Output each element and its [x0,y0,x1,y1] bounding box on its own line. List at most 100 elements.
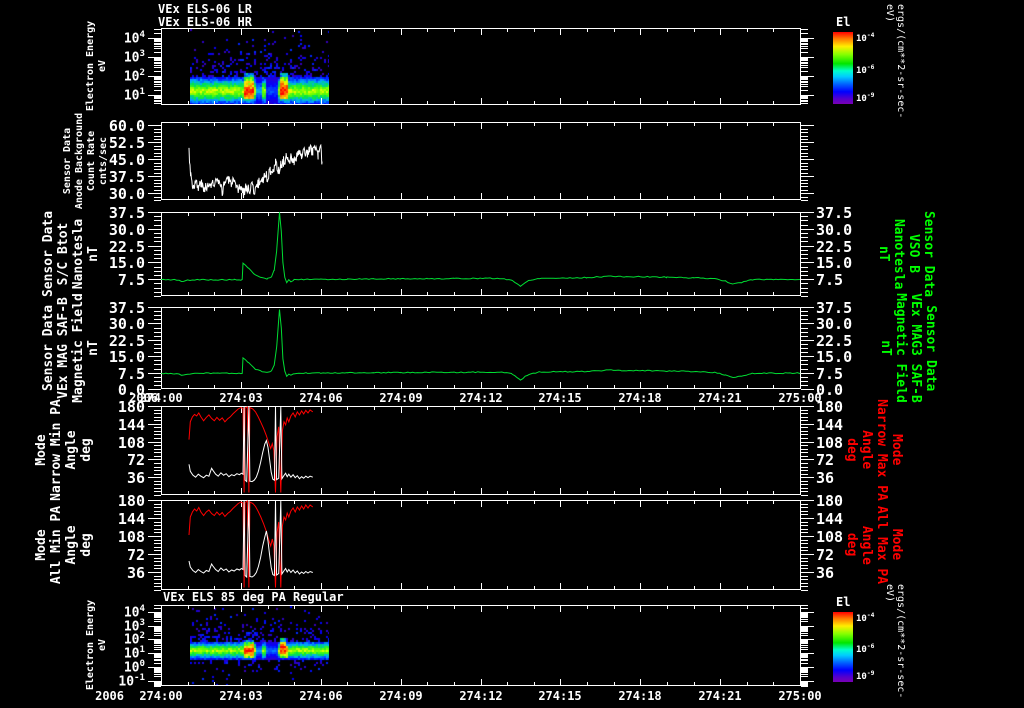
els06-ytick-minor [801,100,808,101]
els06-ytick-minor [801,84,808,85]
counts-ytick-minor [154,200,161,201]
mag-right-ytick-label: 7.5 [816,365,844,383]
all-ytick-minor [154,547,161,548]
panel-els06-title-hr: VEx ELS-06 HR [158,15,252,29]
counts-ytick-minor [154,129,161,130]
btot-ytick-minor [154,220,161,221]
els85-time-tick [507,682,508,685]
mag-ytick-minor [154,385,161,386]
counts-ytick-major [148,176,161,177]
narrow-time-tick [800,488,801,494]
els85-ytick-minor [154,669,161,670]
els85-ytick-minor [801,621,808,622]
mag-ytick-label: 22.5 [108,332,145,350]
els06-ytick-minor [154,43,161,44]
els85-ytick-minor [801,645,808,646]
all-time-tick [241,583,242,589]
btot-time-tick [374,213,375,216]
all-ytick-minor [154,561,161,562]
els06-time-tick [321,29,322,35]
els85-time-tick [694,606,695,609]
mag-time-tick [268,385,269,388]
mag-ytick-minor [801,344,808,345]
all-ytick-minor [801,586,808,587]
counts-time-tick [640,123,641,129]
els06-ytick-minor [154,33,161,34]
narrow-ytick-major [148,477,161,478]
els85-ytick-minor [801,631,808,632]
els85-time-tick [800,606,801,612]
counts-time-tick [268,123,269,126]
all-right-ytick-label: 36 [816,564,835,582]
mag-ytick-minor [801,377,808,378]
els85-ytick-minor [154,670,161,671]
btot-ytick-major [801,212,814,213]
colorbar-bottom-units-label: ergs/(cm**2-sr-sec-eV) [884,584,906,699]
els06-ytick-minor [801,63,808,64]
els85-ytick-major [801,612,814,613]
els85-ytick-major [801,681,814,682]
els85-time-tick [161,606,162,612]
mag-right-ytick-label: 30.0 [816,315,853,333]
els06-time-tick [188,29,189,32]
narrow-time-tick [694,491,695,494]
els06-ytick-minor [801,79,808,80]
mag-time-tick [507,308,508,311]
narrow-time-tick [401,407,402,413]
narrow-time-tick [640,488,641,494]
all-time-tick [560,501,561,507]
mag-ytick-minor [154,369,161,370]
mag-time-tick [720,382,721,388]
time-tick-label: 274:18 [618,391,662,405]
colorbar-top-units-label: ergs/(cm**2-sr-sec-eV) [884,4,906,119]
narrow-time-tick [667,491,668,494]
counts-ytick-minor [801,200,808,201]
els85-ytick-major [148,653,161,654]
all-time-tick [454,586,455,589]
els85-time-tick [161,679,162,685]
counts-ytick-label: 30.0 [108,185,145,203]
narrow-time-tick [454,407,455,410]
els06-ytick-minor [154,77,161,78]
btot-ytick-minor [801,225,808,226]
time-tick-label: 274:03 [219,689,263,703]
narrow-ytick-minor [154,481,161,482]
narrow-ytick-minor [801,427,808,428]
els06-ytick-minor [154,39,161,40]
mag-time-tick [534,308,535,311]
mag-ytick-minor [801,311,808,312]
all-ytick-minor [801,504,808,505]
all-time-tick [268,586,269,589]
all-time-tick [614,586,615,589]
all-time-tick [161,583,162,589]
narrow-time-tick [560,488,561,494]
mag-time-tick [667,385,668,388]
btot-ytick-minor [801,296,808,297]
all-time-tick [614,501,615,504]
narrow-time-tick [560,407,561,413]
mag-time-tick [587,385,588,388]
colorbar-tick-label: 10-4 [856,612,875,624]
els06-time-tick [374,29,375,32]
els06-ytick-minor [154,84,161,85]
narrow-ytick-minor [801,449,808,450]
els85-ytick-minor [801,670,808,671]
mag-time-tick [401,308,402,314]
btot-time-tick [214,292,215,295]
els85-ytick-minor [154,676,161,677]
narrow-time-tick [507,491,508,494]
narrow-time-tick [534,491,535,494]
colorbar-top-label: El [836,15,851,29]
btot-time-tick [667,213,668,216]
els85-ytick-minor [154,647,161,648]
els06-ytick-minor [154,63,161,64]
all-ytick-major [148,572,161,573]
mag-time-tick [694,385,695,388]
els06-ytick-label: 102 [123,68,145,85]
time-tick-label: 274:21 [698,391,742,405]
els06-time-tick [667,101,668,104]
all-ytick-minor [154,583,161,584]
els85-time-tick [640,606,641,612]
narrow-ytick-minor [801,474,808,475]
